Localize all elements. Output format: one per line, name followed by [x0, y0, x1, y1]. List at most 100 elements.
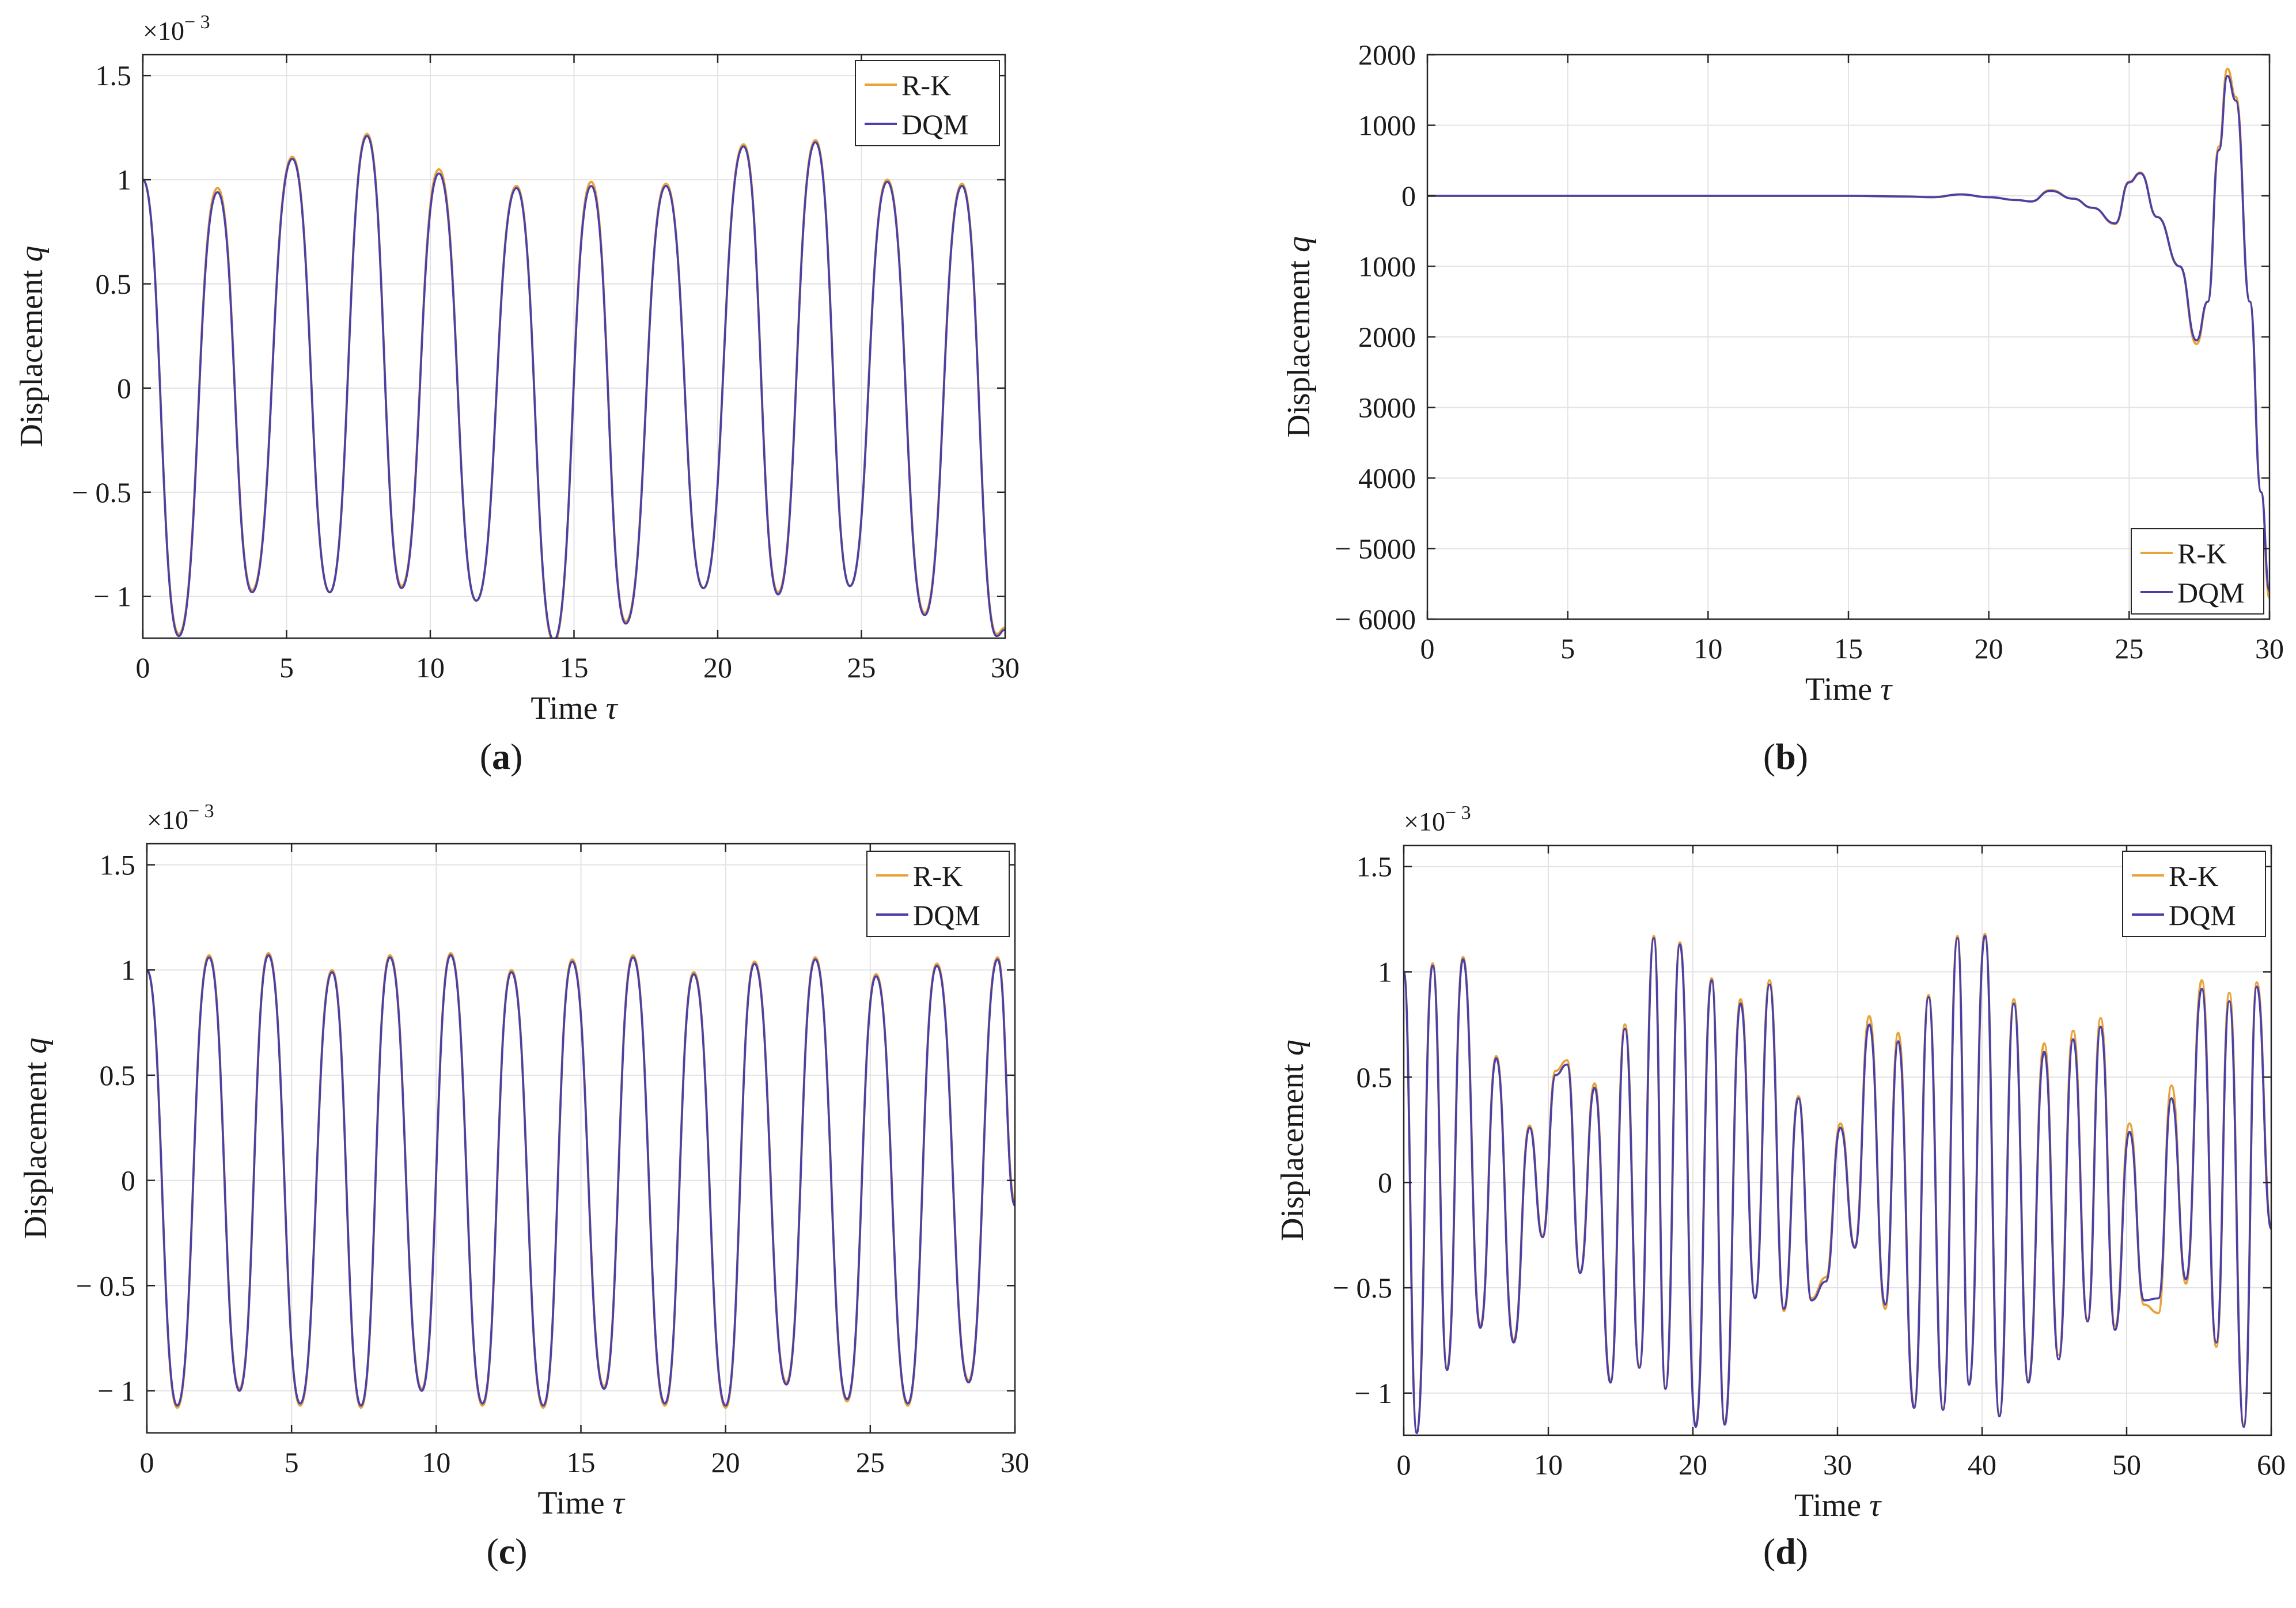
y-multiplier: ×10− 3 — [1404, 802, 1471, 836]
x-tick-label: 60 — [2257, 1448, 2286, 1481]
x-tick-label: 20 — [703, 651, 732, 684]
chart-panel-c: 0 5 10 15 20 25 30 − 1 − 0.5 0 0.5 1 1.5 Time τ Displa… — [18, 801, 1029, 1572]
y-axis-label: Displacement q — [1281, 236, 1317, 438]
y-tick-label: − 0.5 — [72, 476, 131, 509]
y-axis-label: Displacement q — [14, 246, 50, 447]
y-tick-label: − 5000 — [1335, 533, 1416, 565]
x-tick-label: 20 — [1679, 1448, 1707, 1481]
caption-letter: b — [1775, 736, 1796, 777]
y-tick-label: − 1 — [97, 1375, 135, 1407]
x-tick-label: 30 — [2255, 632, 2284, 665]
panel-caption: (c) — [486, 1531, 527, 1572]
x-axis-label-text: Time — [537, 1485, 612, 1521]
caption-open: ( — [486, 1531, 498, 1572]
x-axis-symbol: τ — [606, 691, 619, 726]
series-line-dqm — [147, 954, 1015, 1407]
legend-label-rk: R-K — [2169, 860, 2218, 892]
legend: R-K DQM — [866, 851, 1010, 937]
x-tick-label: 20 — [1975, 632, 2003, 665]
x-axis-symbol: τ — [1880, 672, 1893, 707]
x-tick-label: 0 — [1397, 1448, 1411, 1481]
legend-label-dqm: DQM — [913, 899, 980, 931]
x-tick-label: 0 — [1420, 632, 1435, 665]
y-tick-label: 0.5 — [100, 1059, 136, 1091]
y-tick-label: 1 — [117, 164, 131, 196]
caption-letter: d — [1775, 1531, 1796, 1572]
y-tick-label: − 1 — [1354, 1377, 1392, 1409]
y-tick-label: 3000 — [1358, 392, 1416, 424]
x-tick-label: 15 — [567, 1446, 596, 1478]
y-tick-label: 1 — [121, 954, 135, 986]
series-line-dqm — [1427, 75, 2270, 592]
x-axis-label: Time τ — [531, 691, 618, 726]
series-group — [143, 132, 1005, 638]
x-tick-label: 25 — [847, 651, 876, 684]
y-tick-label: 1.5 — [100, 849, 136, 881]
y-multiplier-base: ×10 — [147, 805, 188, 835]
x-axis-symbol: τ — [1869, 1488, 1882, 1523]
legend: R-K DQM — [2122, 851, 2266, 937]
x-axis-label: Time τ — [537, 1485, 625, 1521]
x-tick-label: 30 — [1001, 1446, 1029, 1478]
y-axis-symbol: q — [18, 1038, 54, 1054]
y-multiplier: ×10− 3 — [147, 801, 214, 835]
panel-caption: (b) — [1763, 736, 1808, 777]
caption-open: ( — [1763, 736, 1775, 777]
series-group — [1427, 67, 2270, 600]
chart-panel-d: 0 10 20 30 40 50 60 − 1 − 0.5 0 0.5 1 1.5 Time τ Displ… — [1275, 802, 2286, 1572]
caption-close: ) — [1796, 1531, 1808, 1572]
caption-close: ) — [515, 1531, 527, 1572]
legend-label-dqm: DQM — [901, 108, 969, 141]
x-tick-label: 15 — [560, 651, 589, 684]
caption-letter: c — [499, 1531, 515, 1572]
x-axis-label: Time τ — [1794, 1488, 1882, 1523]
caption-close: ) — [510, 736, 522, 777]
caption-close: ) — [1796, 736, 1808, 777]
x-axis-label-text: Time — [1805, 672, 1880, 707]
y-axis-label: Displacement q — [18, 1038, 54, 1239]
y-tick-label: 4000 — [1358, 462, 1416, 494]
y-axis-symbol: q — [1275, 1040, 1310, 1056]
x-tick-label: 5 — [279, 651, 294, 684]
panel-caption: (a) — [480, 736, 523, 777]
y-tick-label: 0 — [121, 1165, 135, 1197]
x-tick-label: 40 — [1968, 1448, 1996, 1481]
y-axis-label-text: Displacement — [1275, 1056, 1310, 1241]
legend-label-rk: R-K — [2177, 537, 2227, 570]
legend-label-rk: R-K — [913, 860, 963, 892]
panel-caption: (d) — [1763, 1531, 1808, 1572]
x-tick-label: 0 — [136, 651, 150, 684]
x-tick-label: 15 — [1834, 632, 1863, 665]
y-tick-label: − 1 — [93, 581, 131, 613]
y-axis-label-text: Displacement — [14, 262, 50, 447]
legend-label-rk: R-K — [901, 69, 951, 101]
x-tick-label: 30 — [1823, 1448, 1852, 1481]
legend-label-dqm: DQM — [2169, 899, 2236, 931]
caption-open: ( — [1763, 1531, 1775, 1572]
y-tick-label: 0.5 — [1357, 1061, 1393, 1093]
y-axis-label: Displacement q — [1275, 1040, 1310, 1241]
series-group — [1404, 932, 2271, 1435]
legend: R-K DQM — [2131, 528, 2264, 615]
x-axis-label: Time τ — [1805, 672, 1893, 707]
y-multiplier-exponent: − 3 — [184, 12, 210, 33]
y-tick-label: 1.5 — [1357, 851, 1393, 883]
y-tick-label: − 6000 — [1335, 603, 1416, 635]
y-tick-label: 0 — [117, 372, 131, 404]
legend-label-dqm: DQM — [2177, 577, 2245, 609]
y-multiplier-exponent: − 3 — [188, 801, 214, 822]
legend-box — [855, 60, 1000, 146]
y-tick-label: 0 — [1378, 1166, 1392, 1199]
y-tick-label: 1000 — [1358, 109, 1416, 142]
chart-panel-b: 0 5 10 15 20 25 30 − 6000 − 5000 4000 3000 2000 1000… — [1281, 39, 2284, 777]
x-tick-label: 10 — [1534, 1448, 1563, 1481]
x-tick-label: 50 — [2112, 1448, 2141, 1481]
x-tick-label: 10 — [422, 1446, 450, 1478]
y-tick-label: − 0.5 — [1333, 1272, 1392, 1304]
series-line-dqm — [143, 135, 1005, 638]
y-tick-label: 1 — [1378, 955, 1392, 988]
x-tick-label: 10 — [416, 651, 445, 684]
y-tick-label: 0.5 — [96, 268, 132, 300]
y-axis-symbol: q — [14, 246, 50, 262]
legend-box — [2131, 528, 2264, 615]
